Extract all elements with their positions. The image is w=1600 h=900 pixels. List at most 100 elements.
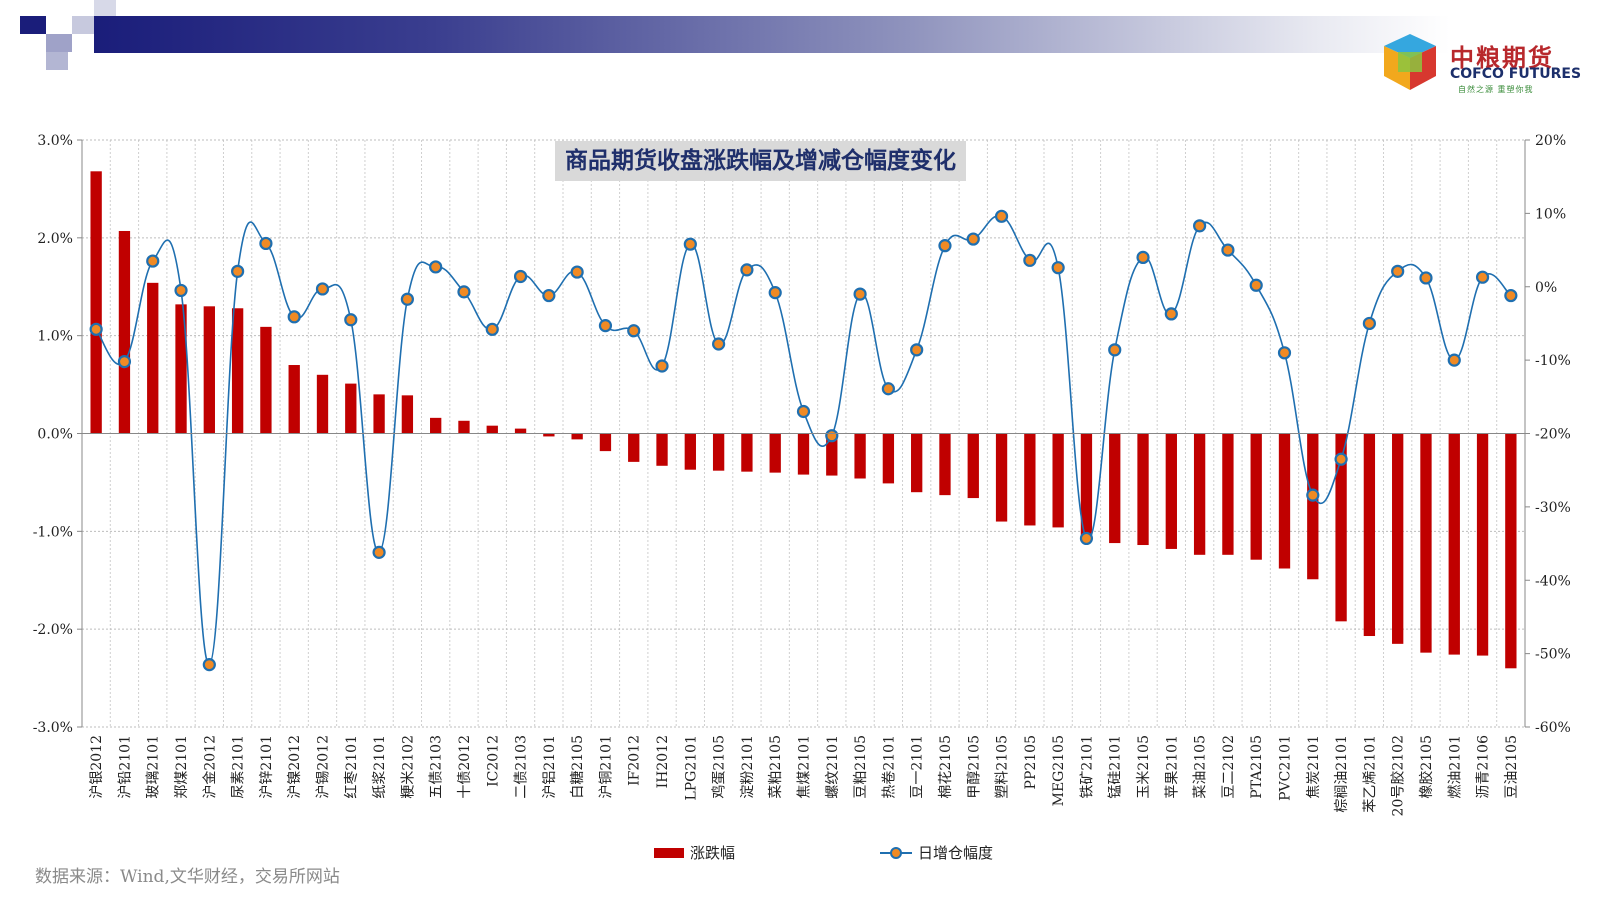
banner-square [94, 0, 116, 16]
bar [260, 326, 272, 434]
line-point [938, 239, 952, 253]
logo-english-name: COFCO FUTURES [1450, 66, 1582, 82]
bar [741, 433, 753, 472]
y-right-tick-label: -30% [1535, 500, 1571, 516]
line-point [1306, 488, 1320, 502]
x-tick-label: 沥青2106 [1476, 735, 1492, 799]
bar [967, 433, 979, 499]
bar [1024, 433, 1036, 526]
x-tick-label: 燃油2101 [1446, 735, 1463, 799]
bar [1505, 433, 1517, 669]
line-point [146, 254, 160, 268]
banner-square [46, 34, 72, 52]
x-tick-label: 粳米2102 [400, 735, 416, 799]
line-point [315, 282, 330, 296]
banner-gradient [94, 16, 1450, 53]
line-point [1447, 353, 1461, 367]
x-tick-label: 塑料2105 [995, 735, 1011, 799]
line-point [542, 288, 556, 303]
line-point [1108, 343, 1122, 357]
line-point [994, 209, 1009, 223]
line-point [1249, 278, 1263, 292]
x-tick-label: 尿素2101 [231, 735, 247, 799]
x-tick-label: MEG2105 [1051, 735, 1067, 806]
bar [430, 417, 442, 434]
x-tick-label: 淀粉2101 [740, 735, 756, 799]
bar [656, 433, 668, 466]
legend-line-label: 日增仓幅度 [918, 844, 993, 862]
line-point [1362, 316, 1376, 331]
bar [175, 304, 187, 434]
x-tick-label: 螺纹2101 [825, 735, 841, 799]
x-tick-label: PP2105 [1023, 735, 1039, 789]
x-tick-label: 沪铜2101 [598, 735, 614, 799]
banner-square [20, 16, 46, 34]
line-point [1023, 253, 1037, 267]
line-series [89, 209, 1518, 672]
line-point [457, 285, 471, 299]
logo-chinese-name: 中粮期货 [1450, 44, 1554, 72]
line-point [1136, 250, 1150, 264]
bar [599, 433, 612, 452]
line-point [881, 382, 895, 396]
bar [1420, 433, 1432, 653]
x-tick-label: 豆一2101 [910, 735, 926, 799]
bar [231, 308, 244, 434]
line-point [1193, 219, 1207, 233]
x-tick-label: 五债2103 [429, 735, 445, 799]
axes: -3.0% -2.0% -1.0% 0.0% 1.0% 2.0% 3.0% -60% -50% -… [33, 133, 1571, 816]
x-tick-label: 十债2012 [457, 735, 473, 799]
bar [939, 433, 951, 496]
bar [316, 374, 329, 434]
legend-bar-swatch [654, 848, 684, 858]
bar [1080, 433, 1093, 536]
line-point [344, 313, 358, 327]
x-tick-label: 20号胶2102 [1390, 735, 1407, 816]
bar [854, 433, 866, 479]
y-left-tick-label: -2.0% [33, 622, 73, 638]
bar [712, 433, 725, 471]
bar [1476, 433, 1489, 656]
line-point [1051, 261, 1065, 275]
x-tick-label: 玉米2105 [1136, 735, 1152, 799]
line-point [202, 658, 216, 672]
bar [288, 365, 300, 434]
line-point [570, 265, 584, 279]
bar [90, 171, 102, 434]
x-tick-label: 苯乙烯2101 [1361, 735, 1378, 813]
bar [514, 428, 527, 434]
x-tick-label: PVC2101 [1278, 735, 1294, 801]
bar [571, 433, 583, 440]
banner-square [72, 16, 94, 34]
bar [118, 230, 131, 434]
x-tick-label: 豆二2102 [1221, 735, 1237, 799]
bar [684, 433, 696, 470]
line-point [683, 237, 697, 251]
line-point [796, 404, 811, 419]
x-tick-label: 沪镍2012 [287, 735, 303, 799]
line-point [372, 545, 386, 559]
x-tick-label: 焦炭2101 [1306, 735, 1322, 799]
bar [1193, 433, 1206, 555]
x-tick-label: 二债2103 [514, 735, 530, 799]
line-point [853, 287, 867, 301]
x-tick-label: 热卷2101 [881, 735, 897, 799]
x-tick-label: 橡胶2105 [1418, 735, 1435, 799]
company-logo: 中粮期货 COFCO FUTURES 自然之源 重塑你我 [1380, 30, 1590, 100]
line-point [89, 322, 103, 336]
x-tick-label: 锰硅2101 [1108, 735, 1124, 799]
line-point [287, 310, 301, 324]
y-right-tick-label: 10% [1535, 206, 1566, 222]
bar [1165, 433, 1177, 549]
line-point [1079, 531, 1094, 546]
bar [373, 394, 385, 434]
x-tick-label: 郑煤2101 [174, 735, 190, 799]
legend: 涨跌幅 日增仓幅度 [654, 844, 993, 862]
y-right-tick-label: 20% [1535, 133, 1566, 149]
bar [1335, 433, 1347, 622]
bar [1278, 433, 1291, 569]
y-right-tick-label: -10% [1535, 353, 1571, 369]
bar [1250, 433, 1262, 560]
bar [1137, 433, 1149, 546]
